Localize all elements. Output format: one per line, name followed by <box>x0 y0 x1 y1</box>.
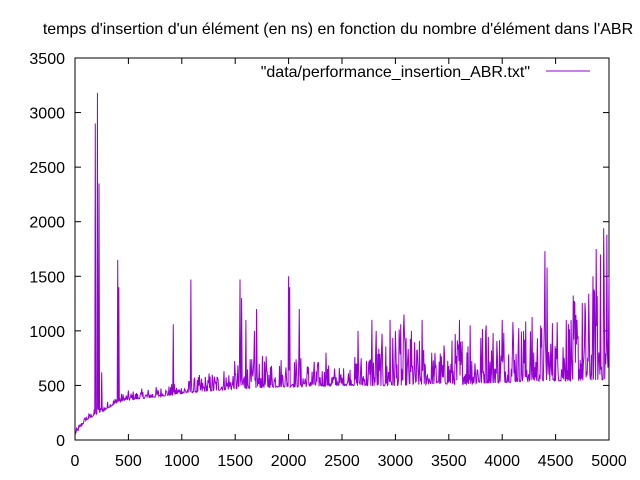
y-tick-label: 500 <box>38 378 65 395</box>
x-tick-label: 0 <box>71 453 80 470</box>
x-tick-label: 1500 <box>217 453 253 470</box>
x-tick-label: 4500 <box>538 453 574 470</box>
x-tick-label: 3500 <box>431 453 467 470</box>
x-tick-label: 500 <box>115 453 142 470</box>
y-tick-label: 3500 <box>29 51 65 68</box>
x-tick-label: 3000 <box>378 453 414 470</box>
y-tick-label: 1000 <box>29 324 65 341</box>
y-axis-ticks: 0 500 1000 1500 2000 2500 3000 3500 <box>29 51 609 450</box>
x-tick-label: 1000 <box>164 453 200 470</box>
y-tick-label: 3000 <box>29 106 65 123</box>
y-tick-label: 2000 <box>29 215 65 232</box>
x-tick-label: 2500 <box>324 453 360 470</box>
x-tick-label: 4000 <box>484 453 520 470</box>
chart-title: temps d'insertion d'un élément (en ns) e… <box>43 21 633 38</box>
x-tick-label: 5000 <box>591 453 627 470</box>
x-axis-ticks: 0 500 1000 1500 2000 2500 3000 3500 4000 4500 5000 <box>71 58 627 470</box>
legend-entry-label: "data/performance_insertion_ABR.txt" <box>261 64 530 81</box>
legend: "data/performance_insertion_ABR.txt" <box>261 64 590 81</box>
y-tick-label: 2500 <box>29 160 65 177</box>
x-tick-label: 2000 <box>271 453 307 470</box>
y-tick-label: 0 <box>56 433 65 450</box>
y-tick-label: 1500 <box>29 269 65 286</box>
plot-area <box>74 92 610 435</box>
series-line-performance-insertion-abr <box>74 92 610 435</box>
